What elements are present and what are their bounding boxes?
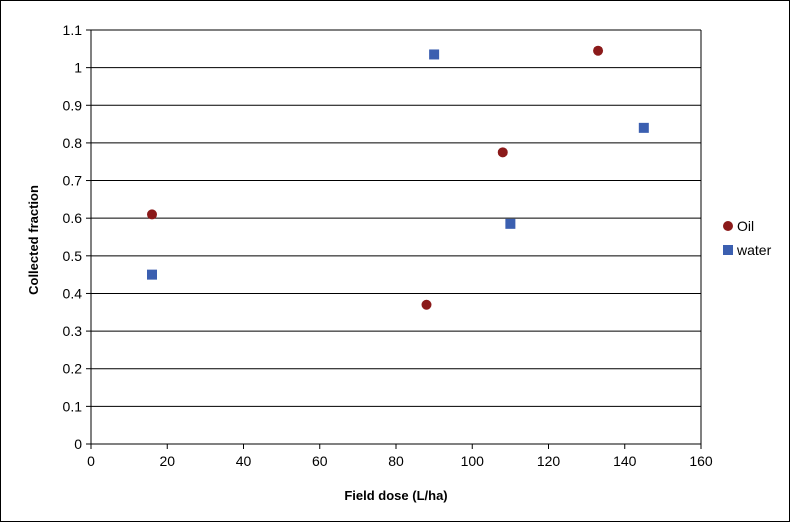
y-tick-label: 0.6 bbox=[63, 210, 83, 226]
water-point bbox=[505, 218, 516, 229]
y-tick-label: 0.5 bbox=[63, 248, 83, 264]
tick-labels: 0 0.1 0.2 0.3 0.4 0.5 0.6 0.7 0.8 0.9 1 1.1 0 20 40 60 8… bbox=[63, 22, 713, 469]
y-tick-label: 0.9 bbox=[63, 97, 83, 113]
x-tick-label: 140 bbox=[613, 453, 637, 469]
oil-point bbox=[497, 147, 508, 158]
y-tick-label: 0.7 bbox=[63, 173, 83, 189]
x-tick-label: 120 bbox=[537, 453, 561, 469]
legend-water-marker bbox=[723, 245, 733, 255]
data-points bbox=[147, 45, 649, 310]
legend-oil-marker bbox=[723, 221, 733, 231]
x-tick-label: 60 bbox=[312, 453, 328, 469]
x-tick-label: 40 bbox=[236, 453, 252, 469]
y-tick-label: 0.1 bbox=[63, 398, 83, 414]
oil-point bbox=[593, 45, 604, 56]
y-tick-label: 0 bbox=[74, 436, 82, 452]
y-tick-label: 0.2 bbox=[63, 361, 83, 377]
legend-label: water bbox=[736, 242, 772, 258]
y-tick-label: 0.8 bbox=[63, 135, 83, 151]
x-tick-label: 80 bbox=[388, 453, 404, 469]
grid-lines bbox=[91, 29, 701, 407]
x-tick-label: 0 bbox=[87, 453, 95, 469]
y-axis-title: Collected fraction bbox=[26, 185, 41, 295]
y-tick-label: 1 bbox=[74, 60, 82, 76]
y-tick-label: 1.1 bbox=[63, 22, 83, 38]
legend-label: Oil bbox=[737, 218, 754, 234]
x-tick-label: 160 bbox=[689, 453, 713, 469]
oil-point bbox=[421, 299, 432, 310]
water-point bbox=[429, 49, 440, 60]
y-tick-label: 0.4 bbox=[63, 285, 83, 301]
x-tick-label: 20 bbox=[159, 453, 175, 469]
water-point bbox=[147, 269, 157, 280]
y-tick-label: 0.3 bbox=[63, 323, 83, 339]
x-tick-label: 100 bbox=[461, 453, 485, 469]
x-axis-title: Field dose (L/ha) bbox=[344, 488, 447, 503]
axes bbox=[86, 29, 702, 449]
water-point bbox=[638, 122, 649, 133]
legend: Oil water bbox=[723, 218, 772, 258]
oil-point bbox=[147, 209, 157, 220]
